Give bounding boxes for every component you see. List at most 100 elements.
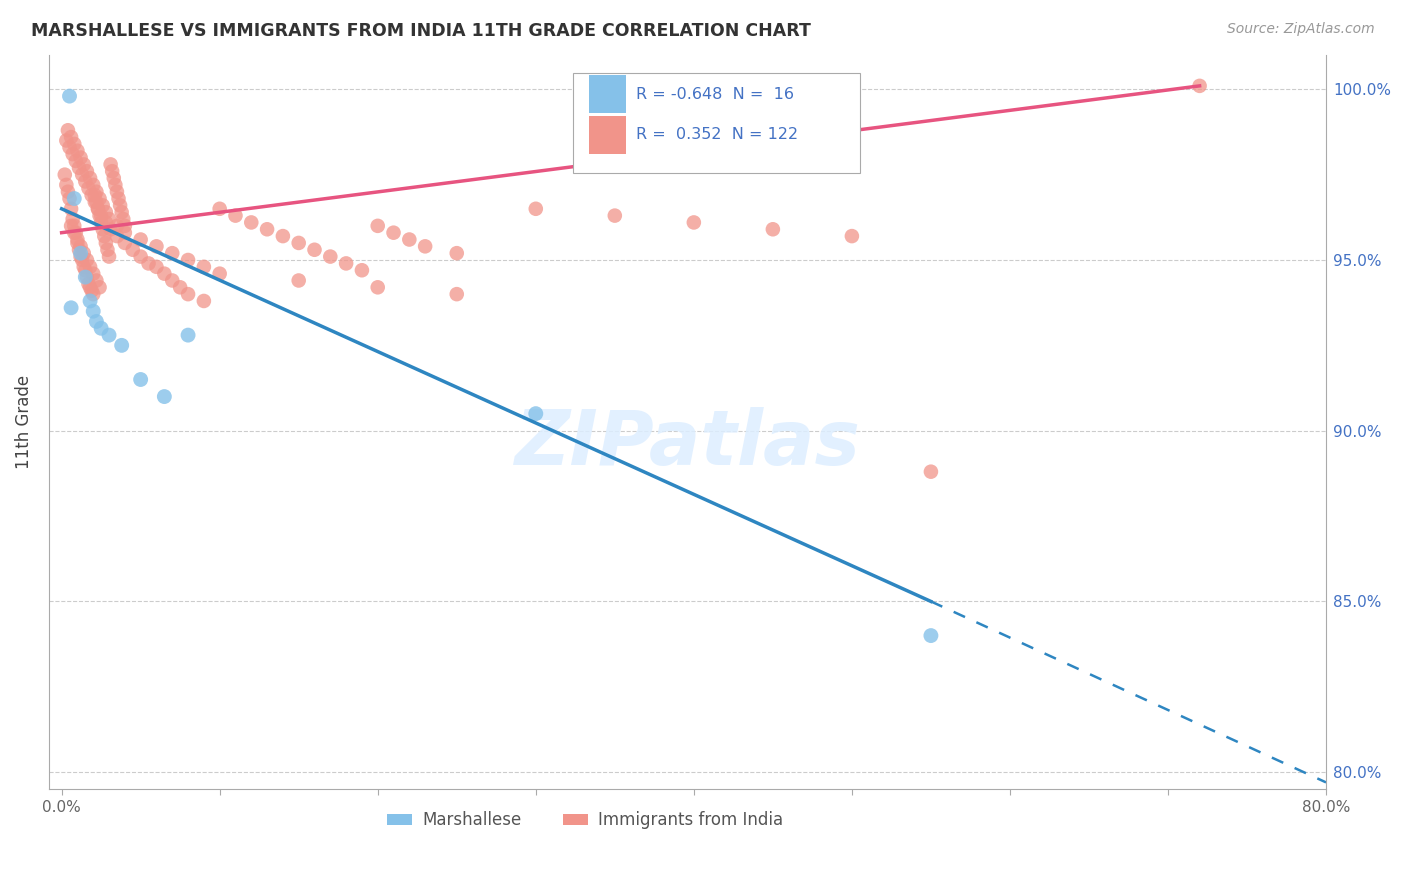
Point — [105, 219, 128, 233]
Point — [82, 178, 104, 192]
Point — [63, 192, 86, 206]
Point — [80, 284, 103, 298]
Point — [89, 209, 111, 223]
Point — [69, 151, 91, 165]
Text: MARSHALLESE VS IMMIGRANTS FROM INDIA 11TH GRADE CORRELATION CHART: MARSHALLESE VS IMMIGRANTS FROM INDIA 11T… — [31, 22, 811, 40]
Point — [86, 273, 108, 287]
Point — [413, 239, 436, 253]
Point — [101, 164, 124, 178]
Point — [62, 212, 84, 227]
Point — [63, 219, 86, 233]
Point — [86, 314, 108, 328]
Point — [240, 215, 263, 229]
Point — [75, 174, 97, 188]
Text: ZIPatlas: ZIPatlas — [515, 408, 860, 481]
Point — [60, 202, 83, 216]
Point — [145, 260, 167, 274]
Point — [287, 235, 309, 250]
FancyBboxPatch shape — [572, 73, 860, 172]
Point — [93, 229, 115, 244]
Point — [60, 301, 83, 315]
Point — [287, 273, 309, 287]
Point — [73, 246, 96, 260]
Point — [169, 280, 191, 294]
Point — [76, 270, 98, 285]
Point — [100, 222, 122, 236]
FancyBboxPatch shape — [589, 116, 626, 154]
Point — [177, 287, 200, 301]
Point — [63, 226, 86, 240]
Point — [94, 235, 117, 250]
Point — [75, 263, 97, 277]
Point — [208, 202, 231, 216]
Point — [98, 328, 121, 343]
Point — [69, 246, 91, 260]
FancyBboxPatch shape — [589, 75, 626, 113]
Point — [79, 171, 101, 186]
Point — [86, 185, 108, 199]
Point — [112, 212, 135, 227]
Point — [129, 250, 152, 264]
Point — [446, 287, 468, 301]
Point — [114, 235, 136, 250]
Point — [55, 134, 77, 148]
Point — [79, 260, 101, 274]
Point — [193, 293, 215, 308]
Point — [129, 233, 152, 247]
Point — [65, 226, 87, 240]
Y-axis label: 11th Grade: 11th Grade — [15, 376, 32, 469]
Point — [83, 194, 105, 209]
Point — [69, 250, 91, 264]
Point — [77, 181, 100, 195]
Point — [79, 280, 101, 294]
Point — [224, 209, 246, 223]
Point — [58, 192, 80, 206]
Point — [114, 226, 136, 240]
Point — [62, 147, 84, 161]
Point — [73, 260, 96, 274]
Point — [79, 293, 101, 308]
Point — [145, 239, 167, 253]
Point — [75, 270, 97, 285]
Point — [80, 188, 103, 202]
Point — [66, 235, 89, 250]
Point — [55, 178, 77, 192]
Point — [63, 136, 86, 151]
Point — [111, 205, 134, 219]
Point — [367, 280, 389, 294]
Point — [108, 198, 131, 212]
Point — [446, 246, 468, 260]
Point — [67, 243, 90, 257]
Point — [111, 338, 134, 352]
Point — [682, 215, 704, 229]
Point — [82, 304, 104, 318]
Point — [96, 243, 118, 257]
Point — [98, 250, 121, 264]
Point — [1188, 78, 1211, 93]
Point — [105, 185, 128, 199]
Point — [304, 243, 326, 257]
Point — [65, 153, 87, 168]
Point — [91, 198, 114, 212]
Point — [271, 229, 294, 244]
Point — [87, 202, 110, 216]
Point — [60, 130, 83, 145]
Point — [920, 629, 942, 643]
Point — [56, 123, 79, 137]
Point — [66, 233, 89, 247]
Point — [208, 267, 231, 281]
Text: R = -0.648  N =  16: R = -0.648 N = 16 — [637, 87, 794, 102]
Text: R =  0.352  N = 122: R = 0.352 N = 122 — [637, 128, 799, 143]
Point — [524, 407, 547, 421]
Point — [56, 185, 79, 199]
Point — [82, 287, 104, 301]
Point — [762, 222, 785, 236]
Point — [73, 157, 96, 171]
Point — [105, 229, 128, 244]
Point — [70, 252, 93, 267]
Point — [121, 243, 143, 257]
Point — [138, 256, 160, 270]
Point — [91, 222, 114, 236]
Point — [841, 229, 863, 244]
Point — [89, 280, 111, 294]
